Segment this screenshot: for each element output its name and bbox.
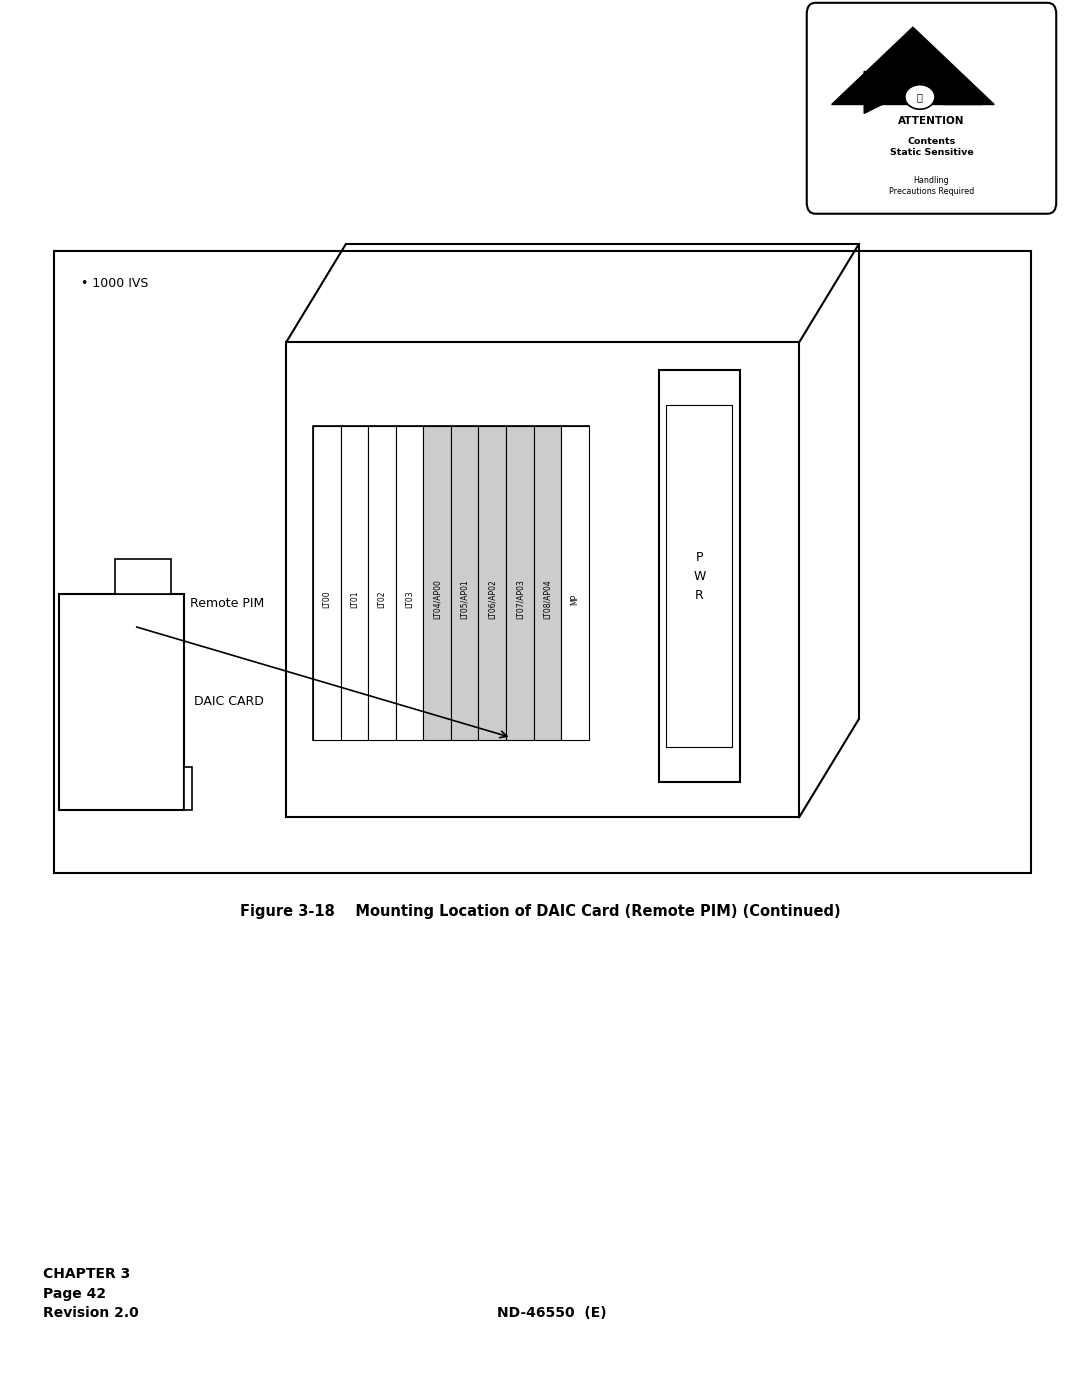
- Text: ATTENTION: ATTENTION: [899, 116, 964, 126]
- Text: LT08/AP04: LT08/AP04: [543, 580, 552, 619]
- Text: LT05/AP01: LT05/AP01: [460, 580, 469, 619]
- Bar: [59, 594, 184, 810]
- Bar: [54, 251, 1031, 873]
- Ellipse shape: [905, 85, 935, 109]
- Polygon shape: [864, 71, 906, 113]
- Bar: [286, 342, 799, 817]
- Polygon shape: [832, 27, 995, 105]
- Text: Remote PIM: Remote PIM: [190, 597, 265, 610]
- Text: LT07/AP03: LT07/AP03: [515, 578, 524, 619]
- Text: P
W
R: P W R: [693, 550, 705, 602]
- Text: • 1000 IVS: • 1000 IVS: [81, 277, 148, 289]
- FancyBboxPatch shape: [807, 3, 1056, 214]
- Text: LT02: LT02: [378, 590, 387, 608]
- Polygon shape: [943, 89, 983, 105]
- Bar: [341, 426, 368, 740]
- Text: LT04/AP00: LT04/AP00: [433, 578, 442, 619]
- Text: ND-46550  (E): ND-46550 (E): [497, 1306, 607, 1320]
- Bar: [562, 426, 589, 740]
- Text: LT01: LT01: [350, 590, 359, 608]
- Bar: [659, 370, 740, 782]
- Text: LT03: LT03: [405, 590, 414, 608]
- Text: Handling
Precautions Required: Handling Precautions Required: [889, 176, 974, 196]
- Bar: [666, 405, 732, 747]
- Text: Contents
Static Sensitive: Contents Static Sensitive: [890, 137, 973, 156]
- Bar: [534, 426, 562, 740]
- Text: LT00: LT00: [323, 590, 332, 608]
- Text: LT06/AP02: LT06/AP02: [488, 580, 497, 619]
- Bar: [478, 426, 507, 740]
- Text: DAIC CARD: DAIC CARD: [194, 696, 265, 708]
- Bar: [184, 767, 192, 810]
- Text: Figure 3-18    Mounting Location of DAIC Card (Remote PIM) (Continued): Figure 3-18 Mounting Location of DAIC Ca…: [240, 904, 840, 919]
- Bar: [505, 426, 534, 740]
- Bar: [116, 559, 172, 594]
- Bar: [423, 426, 451, 740]
- Bar: [313, 426, 341, 740]
- Text: MP: MP: [570, 594, 579, 605]
- Bar: [451, 426, 478, 740]
- Bar: [313, 426, 589, 740]
- Bar: [368, 426, 396, 740]
- Text: CHAPTER 3
Page 42
Revision 2.0: CHAPTER 3 Page 42 Revision 2.0: [43, 1267, 139, 1320]
- Bar: [396, 426, 423, 740]
- Text: ✊: ✊: [917, 92, 922, 102]
